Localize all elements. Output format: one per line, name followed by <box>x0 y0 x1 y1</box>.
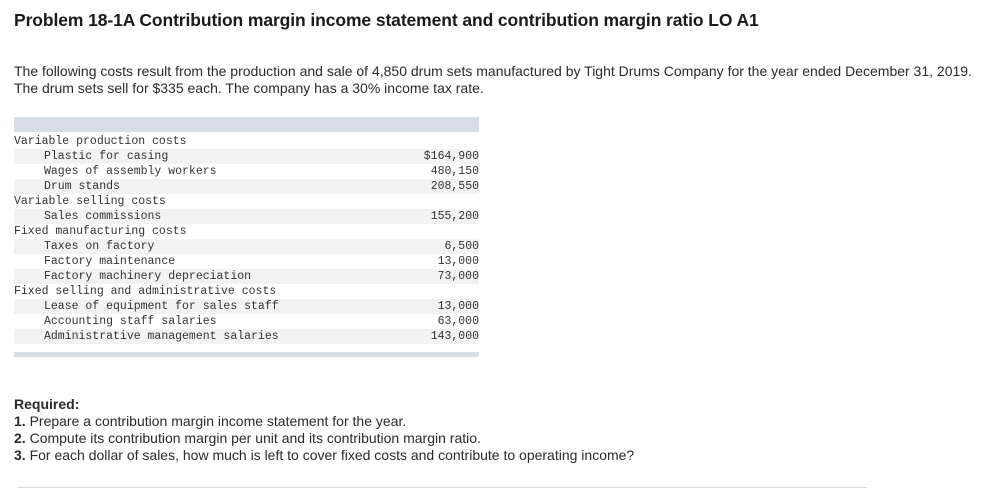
required-item: 1. Prepare a contribution margin income … <box>14 413 974 430</box>
table-row: Wages of assembly workers 480,150 <box>14 164 479 179</box>
item-number: 3. <box>14 447 26 463</box>
item-text: Compute its contribution margin per unit… <box>25 430 481 446</box>
item-number: 1. <box>14 413 26 429</box>
row-label: Variable production costs <box>14 135 187 148</box>
table-row: Variable production costs <box>14 134 479 149</box>
table-row: Factory machinery depreciation 73,000 <box>14 269 479 284</box>
row-amount: 63,000 <box>437 315 479 328</box>
item-text: Prepare a contribution margin income sta… <box>25 413 407 429</box>
row-label: Wages of assembly workers <box>44 165 217 178</box>
cost-table: Variable production costs Plastic for ca… <box>14 117 479 357</box>
row-label: Accounting staff salaries <box>44 315 217 328</box>
item-text: For each dollar of sales, how much is le… <box>25 447 635 463</box>
row-label: Fixed manufacturing costs <box>14 225 187 238</box>
required-item: 2. Compute its contribution margin per u… <box>14 430 974 447</box>
row-amount: 73,000 <box>359 269 479 284</box>
row-amount <box>359 224 479 239</box>
bottom-divider <box>17 487 867 488</box>
row-label: Taxes on factory <box>14 239 359 254</box>
required-section: Required: 1. Prepare a contribution marg… <box>14 396 974 464</box>
required-item: 3. For each dollar of sales, how much is… <box>14 447 974 464</box>
table-row: Accounting staff salaries 63,000 <box>14 314 479 329</box>
row-amount: 13,000 <box>359 299 479 314</box>
required-heading: Required: <box>14 396 80 412</box>
table-row: Lease of equipment for sales staff 13,00… <box>14 299 479 314</box>
row-amount: 6,500 <box>359 239 479 254</box>
row-label: Drum stands <box>14 179 359 194</box>
table-row: Fixed manufacturing costs <box>14 224 479 239</box>
row-amount: $164,900 <box>359 149 479 164</box>
row-amount <box>359 134 479 149</box>
row-label: Fixed selling and administrative costs <box>14 285 277 298</box>
row-amount: 208,550 <box>359 179 479 194</box>
problem-intro: The following costs result from the prod… <box>14 63 972 96</box>
row-amount: 480,150 <box>430 165 479 178</box>
table-footer-bar <box>14 352 479 357</box>
table-row: Sales commissions 155,200 <box>14 209 479 224</box>
row-label: Sales commissions <box>14 209 359 224</box>
table-row: Drum stands 208,550 <box>14 179 479 194</box>
row-label: Administrative management salaries <box>14 329 359 344</box>
table-header-bar <box>14 117 479 132</box>
table-row: Fixed selling and administrative costs <box>14 284 479 299</box>
row-label: Plastic for casing <box>14 149 359 164</box>
row-amount: 143,000 <box>359 329 479 344</box>
table-row: Administrative management salaries 143,0… <box>14 329 479 344</box>
problem-title: Problem 18-1A Contribution margin income… <box>14 10 759 30</box>
row-label: Factory maintenance <box>44 255 176 268</box>
row-amount: 155,200 <box>359 209 479 224</box>
row-label: Factory machinery depreciation <box>14 269 359 284</box>
table-row: Taxes on factory 6,500 <box>14 239 479 254</box>
table-row: Factory maintenance 13,000 <box>14 254 479 269</box>
row-amount <box>359 284 479 299</box>
item-number: 2. <box>14 430 26 446</box>
row-amount: 13,000 <box>437 255 479 268</box>
table-row: Variable selling costs <box>14 194 479 209</box>
table-row: Plastic for casing $164,900 <box>14 149 479 164</box>
row-label: Lease of equipment for sales staff <box>14 299 359 314</box>
row-label: Variable selling costs <box>14 195 166 208</box>
row-amount <box>359 194 479 209</box>
